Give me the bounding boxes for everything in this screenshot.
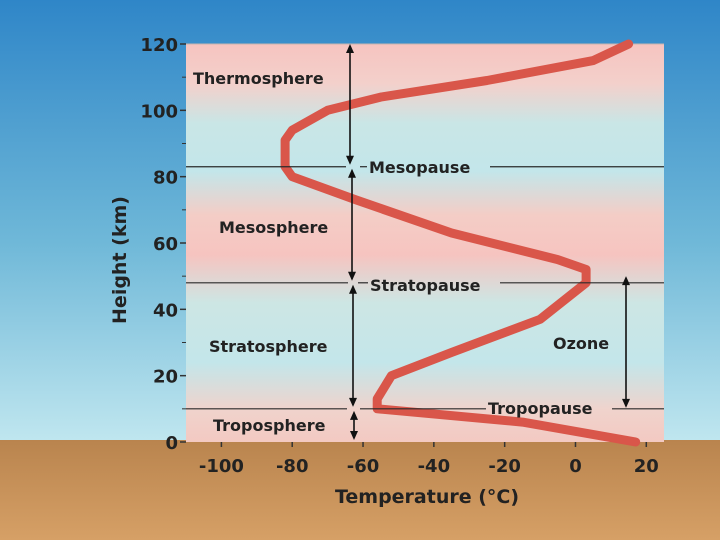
x-tick-label: 0 <box>569 456 582 477</box>
y-tick-label: 0 <box>165 433 178 454</box>
boundary-label-tropopause: Tropopause <box>488 399 593 418</box>
plot-area <box>186 44 664 442</box>
y-tick-label: 60 <box>153 234 178 255</box>
y-tick-label: 100 <box>140 101 178 122</box>
ozone-range-arrow <box>622 276 630 408</box>
ground <box>0 440 720 540</box>
layer-arrow-stratosphere <box>349 284 357 407</box>
x-tick-labels: -100 -80 -60 -40 -20 0 20 <box>199 456 659 477</box>
layer-arrow-troposphere <box>350 410 358 440</box>
x-tick-label: -80 <box>276 456 309 477</box>
x-tick-marks <box>220 442 648 447</box>
y-tick-labels: 0 20 40 60 80 100 120 <box>140 35 178 454</box>
layer-label-troposphere: Troposphere <box>213 416 326 435</box>
layer-arrows <box>346 44 358 440</box>
layer-label-mesosphere: Mesosphere <box>219 218 328 237</box>
x-tick-label: -20 <box>488 456 521 477</box>
y-axis-label: Height (km) <box>109 196 131 324</box>
layer-label-thermosphere: Thermosphere <box>193 69 324 88</box>
boundary-label-mesopause: Mesopause <box>369 158 470 177</box>
x-tick-label: -60 <box>347 456 380 477</box>
y-tick-marks <box>180 43 186 443</box>
ozone-arrow <box>622 276 630 408</box>
y-tick-label: 120 <box>140 35 178 56</box>
x-tick-label: -40 <box>418 456 451 477</box>
y-tick-label: 40 <box>153 300 178 321</box>
ozone-label: Ozone <box>553 334 609 353</box>
y-tick-label: 80 <box>153 168 178 189</box>
y-tick-label: 20 <box>153 367 178 388</box>
boundary-label-stratopause: Stratopause <box>370 276 481 295</box>
x-tick-label: -100 <box>199 456 244 477</box>
layer-label-stratosphere: Stratosphere <box>209 337 328 356</box>
x-tick-label: 20 <box>634 456 659 477</box>
layer-arrow-mesosphere <box>348 168 356 281</box>
temperature-curve <box>280 39 641 447</box>
x-axis-label: Temperature (°C) <box>335 486 519 508</box>
layer-arrow-thermosphere <box>346 44 354 165</box>
boundary-lines <box>186 166 664 410</box>
